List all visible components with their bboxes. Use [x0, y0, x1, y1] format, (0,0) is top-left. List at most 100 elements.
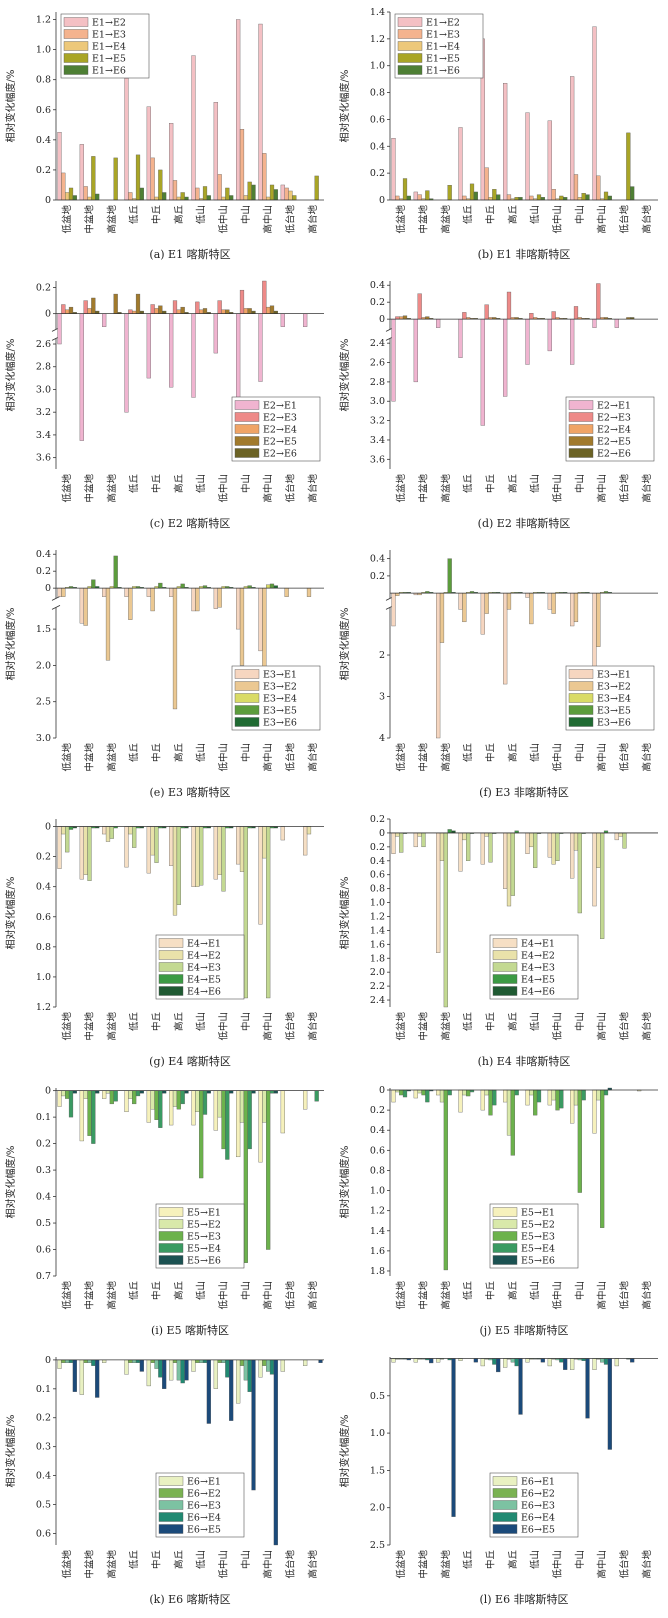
caption: (i) E5 喀斯特区: [151, 1323, 229, 1337]
bar: [91, 1090, 96, 1144]
bar: [124, 826, 129, 868]
bar: [72, 195, 77, 201]
caption: (c) E2 喀斯特区: [150, 516, 231, 530]
bar: [243, 826, 248, 999]
y-tick-label: 3: [379, 692, 385, 703]
bar: [258, 826, 263, 925]
bar: [87, 826, 92, 881]
x-tick-label: 低山: [195, 205, 207, 224]
legend-swatch: [234, 448, 260, 458]
bar: [425, 1089, 430, 1103]
y-tick-label: 3.4: [370, 435, 385, 446]
bar: [57, 826, 62, 869]
legend-label: E5→E1: [187, 1208, 221, 1219]
x-tick-label: 中盆地: [84, 1012, 96, 1041]
bar: [180, 583, 185, 589]
bar: [600, 1358, 605, 1363]
bar: [585, 1358, 590, 1419]
legend-swatch: [397, 17, 423, 27]
y-tick-label: 0.8: [370, 884, 385, 895]
bar: [518, 1358, 523, 1415]
x-tick-label: 低山: [195, 1012, 207, 1031]
legend-swatch: [158, 1488, 184, 1498]
bar: [458, 318, 463, 358]
x-tick-label: 高中山: [596, 1012, 608, 1041]
x-tick-label: 中盆地: [84, 1281, 96, 1310]
x-tick-label: 高台地: [641, 205, 653, 234]
x-tick-label: 中盆地: [84, 205, 96, 234]
bar: [239, 129, 245, 201]
y-tick-label: 1.2: [370, 34, 385, 45]
bar: [180, 306, 185, 314]
axis-break: [51, 604, 61, 610]
y-tick-label: 1.8: [370, 953, 385, 964]
bar: [236, 587, 241, 630]
bar: [229, 195, 234, 201]
y-tick-label: 0.1: [36, 1112, 51, 1123]
bar: [61, 304, 66, 314]
bar: [146, 106, 151, 201]
bar: [447, 185, 452, 201]
bar: [570, 832, 575, 879]
x-tick-label: 低盆地: [61, 1012, 73, 1041]
bar: [314, 175, 319, 201]
bar: [266, 1090, 271, 1250]
bar: [570, 592, 575, 627]
bar: [158, 582, 163, 589]
bar: [225, 187, 230, 201]
legend-label: E1→E3: [92, 30, 126, 41]
bar: [395, 832, 400, 837]
bar: [288, 190, 293, 201]
bar: [555, 1089, 560, 1111]
bar: [243, 1090, 248, 1263]
legend-label: E3→E4: [263, 694, 297, 705]
bar: [421, 832, 426, 848]
bar: [466, 832, 471, 861]
x-tick-label: 低盆地: [395, 1550, 407, 1579]
y-tick-label: 0: [379, 195, 385, 206]
bar: [191, 1359, 196, 1372]
bar: [158, 1090, 163, 1128]
bar: [135, 1359, 141, 1363]
bar: [514, 1089, 519, 1096]
bar: [573, 832, 579, 851]
x-tick-label: 高中山: [262, 1012, 274, 1041]
bar: [146, 313, 151, 379]
bar: [172, 587, 178, 710]
bar: [124, 313, 129, 413]
bar: [221, 826, 226, 892]
bar: [262, 280, 267, 314]
bar: [318, 1359, 323, 1363]
bar: [626, 132, 631, 201]
caption: (b) E1 非喀斯特区: [478, 247, 571, 261]
bar: [570, 318, 575, 365]
bar: [83, 826, 88, 875]
legend-swatch: [492, 1476, 518, 1486]
bar: [169, 1359, 174, 1381]
legend-label: E5→E6: [521, 1256, 555, 1267]
bar: [87, 1359, 92, 1363]
x-tick-label: 中丘: [151, 1012, 163, 1032]
bar: [269, 1359, 275, 1375]
x-tick-label: 低中山: [552, 1012, 564, 1041]
legend-label: E3→E6: [263, 718, 297, 729]
bar: [176, 196, 181, 201]
bar: [102, 1359, 107, 1363]
bar: [247, 181, 252, 201]
x-tick-label: 中山: [240, 205, 252, 224]
bar: [124, 78, 129, 201]
x-tick-label: 低山: [529, 474, 541, 493]
bar: [503, 1089, 508, 1103]
bar: [559, 195, 564, 201]
y-tick-label: 1.6: [370, 939, 385, 950]
bar: [603, 191, 609, 201]
legend-swatch: [234, 705, 260, 715]
legend-swatch: [158, 974, 184, 984]
x-tick-label: 高中山: [262, 743, 274, 772]
bar: [113, 555, 118, 589]
bar: [391, 832, 396, 854]
y-tick-label: 1.0: [370, 1186, 385, 1197]
bar: [480, 832, 485, 865]
bar: [480, 1358, 485, 1367]
bar: [269, 184, 275, 201]
